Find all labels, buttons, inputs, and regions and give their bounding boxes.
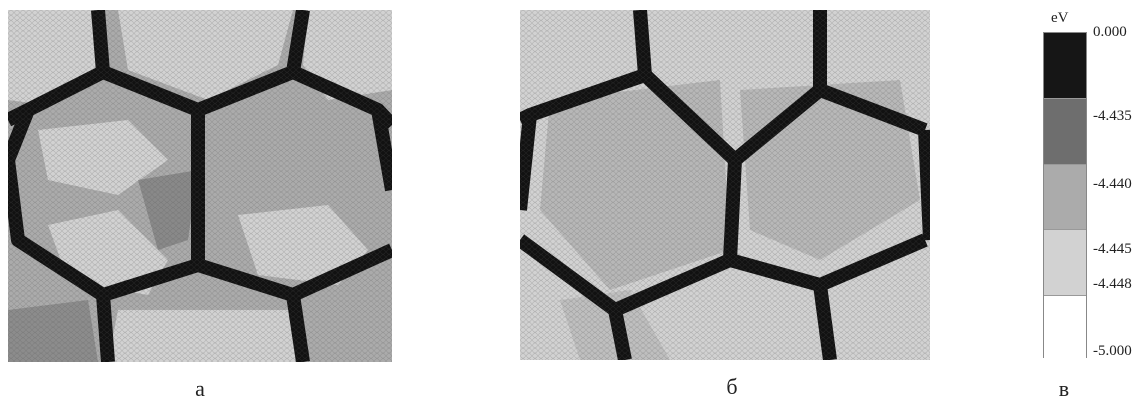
- colorbar-tick-1: 0.000: [1093, 24, 1127, 40]
- panel-a-image: [8, 10, 392, 362]
- colorbar-tick-6: -5.000: [1093, 343, 1132, 359]
- panel-b-grain-map: [520, 10, 930, 360]
- caption-c: в: [1058, 376, 1070, 401]
- colorbar-band-1: [1044, 33, 1086, 99]
- panel-b-image: [520, 10, 930, 360]
- colorbar-unit-label: eV: [1051, 10, 1069, 26]
- panel-a-grain-map: [8, 10, 392, 362]
- caption-b: б: [726, 374, 738, 399]
- colorbar-band-5: [1044, 296, 1086, 361]
- colorbar: [1043, 32, 1087, 361]
- colorbar-tick-4: -4.445: [1093, 241, 1132, 257]
- colorbar-band-4: [1044, 230, 1086, 297]
- colorbar-band-3: [1044, 164, 1086, 231]
- colorbar-band-2: [1044, 98, 1086, 165]
- colorbar-tick-2: -4.435: [1093, 108, 1132, 124]
- colorbar-tick-3: -4.440: [1093, 176, 1132, 192]
- caption-a: а: [195, 376, 205, 401]
- colorbar-tick-5: -4.448: [1093, 276, 1132, 292]
